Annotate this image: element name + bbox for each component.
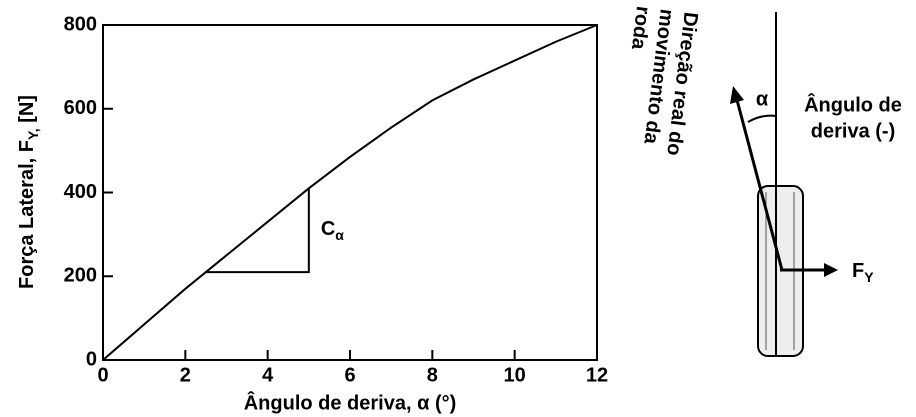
x-tick-label: 10 (504, 364, 526, 386)
direction-label: Direção real do movimento da roda (627, 5, 702, 157)
force-label: FY (852, 260, 874, 284)
force-text: F (852, 260, 864, 282)
slope-label-subscript: α (335, 227, 344, 243)
arrowhead (824, 263, 838, 277)
angle-arc (747, 114, 777, 123)
slope-label: Cα (321, 218, 344, 242)
x-axis-label: Ângulo de deriva, α (°) (244, 390, 457, 414)
slope-label-text: C (321, 218, 335, 240)
y-tick-label: 600 (64, 97, 97, 119)
y-tick-label: 400 (64, 181, 97, 203)
x-tick-label: 8 (427, 364, 438, 386)
angle-symbol: α (756, 88, 769, 110)
force-subscript: Y (864, 269, 874, 285)
plot-frame (102, 24, 598, 361)
x-tick-label: 4 (262, 364, 274, 386)
direction-line: roda (627, 5, 654, 52)
direction-arrow (735, 99, 784, 271)
y-tick-label: 200 (64, 265, 97, 287)
y-axis-label: Força Lateral, FY, [N] (16, 95, 40, 289)
arrowhead (730, 86, 744, 104)
angle-label: deriva (-) (811, 120, 895, 142)
data-line (102, 24, 598, 361)
y-tick-label: 0 (86, 348, 97, 370)
angle-label: Ângulo de (804, 92, 902, 116)
y-label-text: Força Lateral, F (16, 140, 38, 289)
y-label-subscript: Y, (25, 128, 41, 140)
y-tick-label: 800 (64, 13, 97, 35)
x-tick-label: 12 (586, 364, 608, 386)
x-tick-label: 2 (180, 364, 191, 386)
x-tick-label: 6 (344, 364, 355, 386)
wheel-diagram: α Ângulo de deriva (-) FY Direção real d… (627, 5, 902, 357)
y-label-unit: [N] (16, 95, 38, 128)
x-tick-label: 0 (97, 364, 108, 386)
slope-triangle (205, 188, 310, 274)
